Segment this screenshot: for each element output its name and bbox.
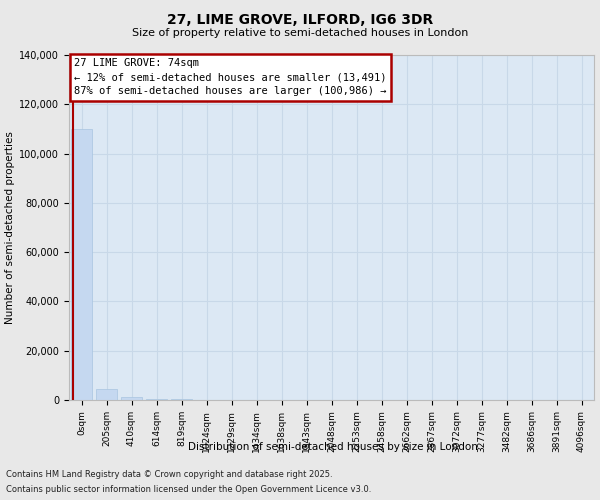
Text: 27, LIME GROVE, ILFORD, IG6 3DR: 27, LIME GROVE, ILFORD, IG6 3DR (167, 12, 433, 26)
Text: Contains HM Land Registry data © Crown copyright and database right 2025.: Contains HM Land Registry data © Crown c… (6, 470, 332, 479)
Text: Size of property relative to semi-detached houses in London: Size of property relative to semi-detach… (132, 28, 468, 38)
Bar (146, 398, 167, 400)
Bar (171, 399, 192, 400)
Bar (96, 389, 117, 400)
Y-axis label: Number of semi-detached properties: Number of semi-detached properties (5, 131, 15, 324)
Text: 27 LIME GROVE: 74sqm
← 12% of semi-detached houses are smaller (13,491)
87% of s: 27 LIME GROVE: 74sqm ← 12% of semi-detac… (74, 58, 387, 96)
Bar (71, 129, 92, 400)
Text: Contains public sector information licensed under the Open Government Licence v3: Contains public sector information licen… (6, 485, 371, 494)
Bar (121, 397, 142, 400)
Text: Distribution of semi-detached houses by size in London: Distribution of semi-detached houses by … (188, 442, 478, 452)
